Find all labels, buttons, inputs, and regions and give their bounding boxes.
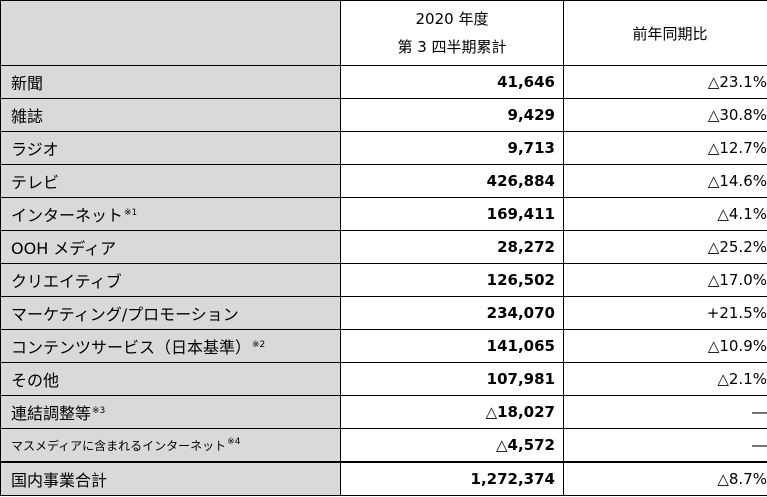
row-value: 126,502 [340,263,564,297]
header-blank-cell [0,0,341,66]
row-value: 169,411 [340,197,564,231]
row-value: 9,713 [340,131,564,165]
table-row: マスメディアに含まれるインターネット※4 △4,572 ― [0,428,767,463]
table-row: ラジオ 9,713 △12.7% [0,131,767,165]
footnote-marker: ※4 [227,436,241,447]
footnote-marker: ※2 [252,340,266,350]
table-row: 雑誌 9,429 △30.8% [0,98,767,132]
row-label: その他 [0,362,341,396]
total-label: 国内事業合計 [0,461,341,496]
row-yoy: △17.0% [563,263,767,297]
row-value: 107,981 [340,362,564,396]
total-yoy: △8.7% [563,461,767,496]
table-row: 新聞 41,646 △23.1% [0,65,767,99]
row-label: マーケティング/プロモーション [0,296,341,330]
header-period-cell: 2020 年度 第 3 四半期累計 [340,0,564,66]
total-value: 1,272,374 [340,461,564,496]
row-yoy: △23.1% [563,65,767,99]
row-yoy: △2.1% [563,362,767,396]
row-label: 新聞 [0,65,341,99]
row-label: テレビ [0,164,341,198]
row-value: 28,272 [340,230,564,264]
row-label: 連結調整等※3 [0,395,341,429]
row-value: 141,065 [340,329,564,363]
footnote-marker: ※3 [92,406,106,416]
table-row: OOH メディア 28,272 △25.2% [0,230,767,264]
row-label: OOH メディア [0,230,341,264]
row-yoy: △12.7% [563,131,767,165]
header-period-quarter: 第 3 四半期累計 [397,38,507,56]
row-yoy: △25.2% [563,230,767,264]
row-label: マスメディアに含まれるインターネット※4 [0,428,341,463]
row-label: 雑誌 [0,98,341,132]
table-row: 連結調整等※3 △18,027 ― [0,395,767,429]
header-row: 2020 年度 第 3 四半期累計 前年同期比 [0,0,767,66]
table-row: インターネット※1 169,411 △4.1% [0,197,767,231]
row-value: 426,884 [340,164,564,198]
footnote-marker: ※1 [124,208,138,218]
row-label: ラジオ [0,131,341,165]
row-yoy: △4.1% [563,197,767,231]
row-yoy: ― [563,395,767,429]
row-value: △18,027 [340,395,564,429]
row-value: 41,646 [340,65,564,99]
table-row: テレビ 426,884 △14.6% [0,164,767,198]
row-value: 9,429 [340,98,564,132]
row-value: △4,572 [340,428,564,463]
row-label: クリエイティブ [0,263,341,297]
row-yoy: △30.8% [563,98,767,132]
table-row: その他 107,981 △2.1% [0,362,767,396]
row-yoy: +21.5% [563,296,767,330]
row-yoy: ― [563,428,767,463]
row-label: インターネット※1 [0,197,341,231]
header-period-year: 2020 年度 [415,10,489,28]
total-row: 国内事業合計 1,272,374 △8.7% [0,461,767,496]
table-row: クリエイティブ 126,502 △17.0% [0,263,767,297]
table-row: コンテンツサービス（日本基準）※2 141,065 △10.9% [0,329,767,363]
table-row: マーケティング/プロモーション 234,070 +21.5% [0,296,767,330]
row-yoy: △14.6% [563,164,767,198]
row-label: コンテンツサービス（日本基準）※2 [0,329,341,363]
header-yoy-cell: 前年同期比 [563,0,767,66]
row-value: 234,070 [340,296,564,330]
row-yoy: △10.9% [563,329,767,363]
